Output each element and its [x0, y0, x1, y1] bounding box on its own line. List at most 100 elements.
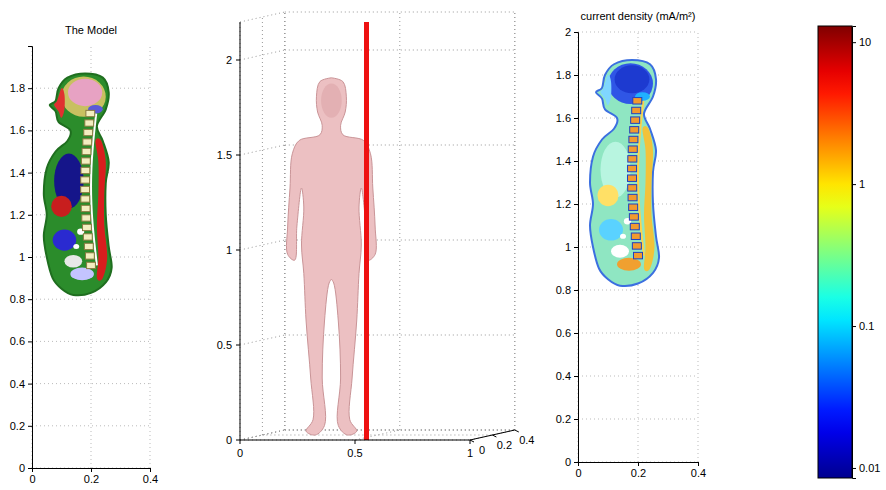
tick-label: 1.6 — [556, 112, 571, 124]
panel: 00.20.400.20.40.60.811.21.41.61.82curren… — [556, 10, 706, 479]
tick-label: 0.2 — [631, 467, 646, 479]
tick-label: 2 — [565, 26, 571, 38]
tick-mark — [28, 341, 32, 342]
tick: 1.8 — [556, 69, 578, 81]
grid — [578, 32, 698, 462]
tick-label: 0.4 — [10, 378, 25, 390]
vertebra — [632, 243, 641, 249]
axis-line — [28, 47, 33, 469]
tick-label: 0.4 — [519, 434, 534, 446]
vertebra — [633, 98, 642, 104]
grid-line — [32, 425, 150, 426]
tick-mark — [91, 468, 92, 472]
tick-label: 0.5 — [347, 447, 362, 459]
tick-label: 0.4 — [556, 370, 571, 382]
body-surface — [286, 78, 376, 435]
tick: 0.4 — [143, 468, 158, 485]
vertebra — [83, 234, 92, 240]
slice-line — [364, 22, 369, 440]
tick: 0 — [19, 462, 32, 474]
tick: 0.2 — [631, 462, 646, 479]
tick-label: 10 — [859, 36, 871, 48]
colorbar-gradient — [818, 26, 852, 478]
vertebra — [82, 215, 91, 221]
pelvis — [617, 258, 641, 271]
tick: 10 — [852, 36, 871, 48]
tick-label: 0.2 — [497, 439, 512, 451]
tick: 0.6 — [556, 327, 578, 339]
tick: 2 — [565, 26, 578, 38]
axis-line — [33, 469, 151, 473]
tick: 1.6 — [10, 124, 32, 136]
tick: 1.8 — [10, 82, 32, 94]
axis: 00.20.40.60.811.21.41.61.8 — [10, 47, 33, 475]
vertebra — [81, 158, 90, 164]
grid-line — [32, 341, 150, 342]
tick-mark — [236, 60, 240, 61]
axis: 00.20.4 — [575, 462, 706, 479]
pelvis — [70, 268, 94, 281]
vertebra — [634, 252, 643, 258]
title: The Model — [65, 24, 117, 36]
brain — [68, 79, 102, 106]
tick-mark — [574, 290, 578, 291]
tick-mark — [638, 462, 639, 466]
grid-line — [578, 376, 698, 377]
vertebra — [83, 139, 92, 145]
head — [608, 63, 653, 104]
tick-label: 0 — [565, 456, 571, 468]
body-outline — [590, 60, 659, 286]
tick-label: 1 — [19, 251, 25, 263]
spinal-cord — [91, 114, 97, 266]
vertebra — [629, 214, 638, 220]
grid-line — [399, 12, 400, 430]
tick-mark — [492, 435, 496, 437]
tick: 1 — [852, 178, 865, 190]
tick-label: 0.2 — [84, 473, 99, 485]
tick: 0.6 — [10, 335, 32, 347]
organ — [599, 219, 623, 241]
tick-mark — [574, 333, 578, 334]
tick-mark — [574, 204, 578, 205]
face — [600, 75, 611, 105]
tick-mark — [28, 215, 32, 216]
tick: 0.2 — [10, 420, 32, 432]
image — [590, 60, 659, 286]
tick-mark — [236, 345, 240, 346]
head-shade — [321, 84, 342, 118]
tick-mark — [150, 468, 151, 472]
vertebra — [628, 165, 637, 171]
vertebra — [82, 148, 91, 154]
axis: 00.20.40.60.811.21.41.61.82 — [556, 26, 579, 468]
tick: 1.2 — [10, 209, 32, 221]
tick-label: 0.01 — [859, 462, 880, 474]
vertebra — [631, 233, 640, 239]
vertebra — [84, 243, 93, 249]
tick-mark — [470, 440, 474, 442]
vertebra — [629, 204, 638, 210]
vertebra — [85, 120, 94, 126]
tick: 1.2 — [556, 198, 578, 210]
panel-3d: 00.5100.20.400.511.52 — [217, 12, 535, 459]
vertebra — [630, 127, 639, 133]
tick-mark — [852, 468, 856, 469]
tick-label: 0 — [226, 434, 232, 446]
tick-mark — [240, 440, 241, 444]
tick: 0.8 — [10, 293, 32, 305]
grid-line — [240, 50, 285, 60]
grid-line — [578, 333, 698, 334]
tick-label: 0.1 — [859, 320, 874, 332]
tick-label: 1.6 — [10, 124, 25, 136]
grid-line — [32, 383, 150, 384]
tick-label: 0.6 — [10, 335, 25, 347]
title: current density (mA/m²) — [581, 10, 696, 22]
tick-label: 1.5 — [217, 149, 232, 161]
tick: 0.4 — [691, 462, 706, 479]
tick-mark — [852, 42, 856, 43]
tick: 0.1 — [852, 320, 874, 332]
tick-mark — [236, 250, 240, 251]
tick: 0 — [29, 468, 35, 485]
tick-label: 0 — [19, 462, 25, 474]
tick: 0.4 — [10, 378, 32, 390]
tick-mark — [28, 468, 32, 469]
